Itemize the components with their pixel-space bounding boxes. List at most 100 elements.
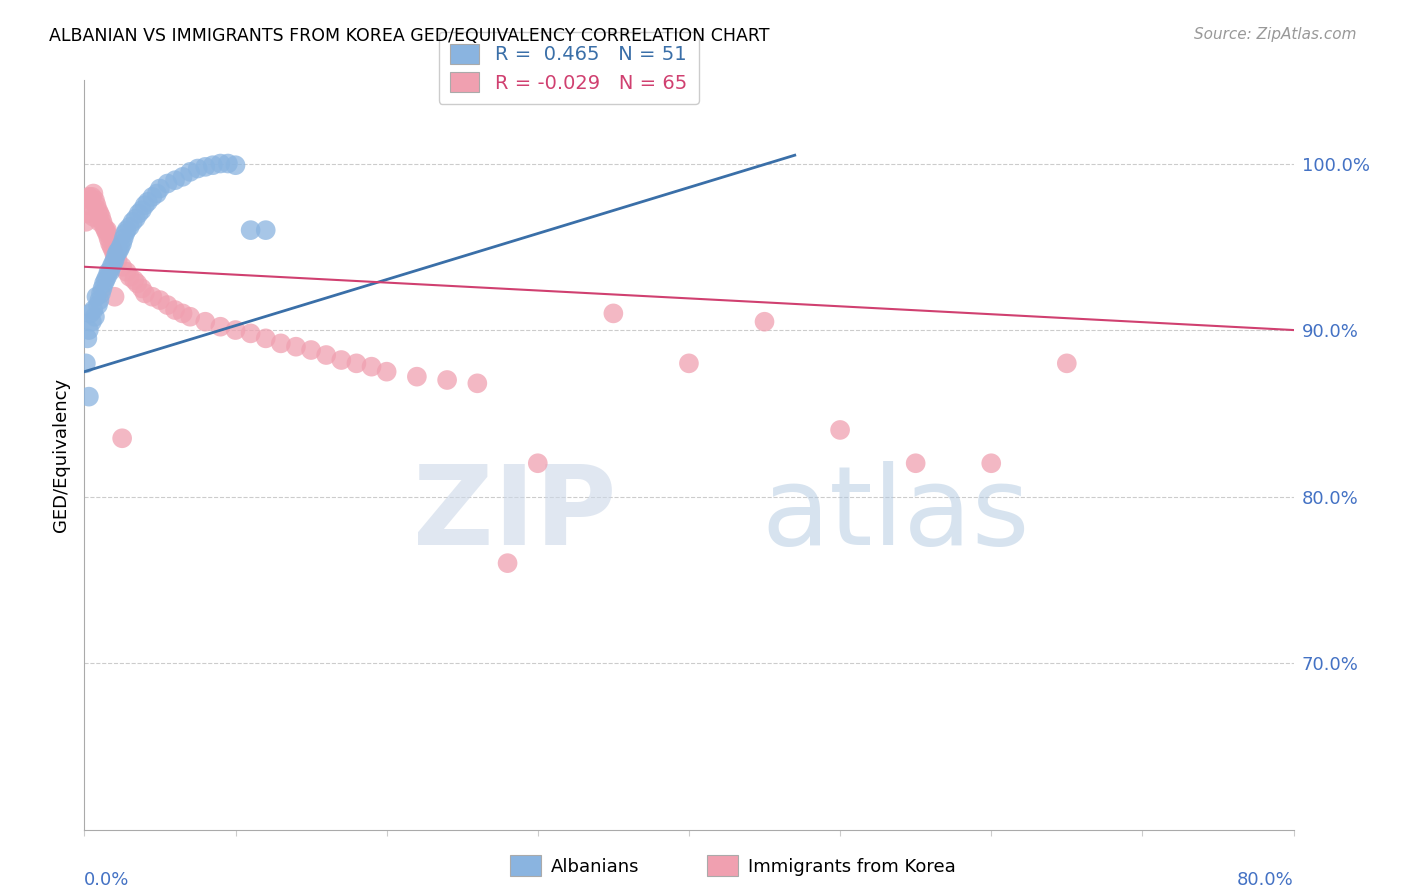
Point xyxy=(82,210,104,224)
Point xyxy=(90,286,112,301)
Point xyxy=(270,336,292,351)
Legend: R =  0.465   N = 51, R = -0.029   N = 65: R = 0.465 N = 51, R = -0.029 N = 65 xyxy=(439,32,699,104)
Point xyxy=(107,244,129,259)
Text: ALBANIAN VS IMMIGRANTS FROM KOREA GED/EQUIVALENCY CORRELATION CHART: ALBANIAN VS IMMIGRANTS FROM KOREA GED/EQ… xyxy=(49,27,769,45)
Point xyxy=(165,173,187,187)
Point xyxy=(94,223,117,237)
Point xyxy=(98,265,121,279)
Point xyxy=(128,206,150,220)
Point xyxy=(131,203,153,218)
Point xyxy=(127,277,149,291)
Point xyxy=(84,193,107,207)
Point xyxy=(980,456,1002,470)
Point xyxy=(112,231,135,245)
Y-axis label: GED/Equivalency: GED/Equivalency xyxy=(52,378,70,532)
Point xyxy=(118,219,141,234)
Point xyxy=(90,210,112,224)
Point xyxy=(346,356,368,370)
Point xyxy=(77,390,100,404)
Point xyxy=(97,231,120,245)
Point xyxy=(98,236,121,251)
Point xyxy=(122,273,145,287)
Point xyxy=(79,306,101,320)
Point xyxy=(79,193,101,207)
Point xyxy=(201,158,224,172)
Point xyxy=(904,456,927,470)
Point xyxy=(84,310,107,324)
Point xyxy=(217,156,239,170)
Point xyxy=(115,223,138,237)
Point xyxy=(104,290,127,304)
Point xyxy=(315,348,337,362)
Text: ZIP: ZIP xyxy=(413,461,616,568)
Point xyxy=(111,431,134,445)
Point xyxy=(136,194,159,209)
Point xyxy=(93,277,115,291)
Point xyxy=(89,206,111,220)
Point xyxy=(209,156,232,170)
Point xyxy=(179,165,201,179)
Point xyxy=(115,265,138,279)
Point xyxy=(1056,356,1078,370)
Point xyxy=(187,161,209,176)
Point xyxy=(89,293,111,307)
Point xyxy=(114,227,136,241)
Text: Source: ZipAtlas.com: Source: ZipAtlas.com xyxy=(1194,27,1357,42)
Point xyxy=(101,256,124,270)
Point xyxy=(149,293,172,307)
Point xyxy=(225,158,247,172)
Point xyxy=(330,353,353,368)
Point xyxy=(141,190,163,204)
Point xyxy=(108,243,131,257)
Point xyxy=(76,206,98,220)
Point xyxy=(96,223,118,237)
Point xyxy=(134,198,156,212)
Point xyxy=(96,269,118,284)
Point xyxy=(406,369,429,384)
Point xyxy=(110,240,132,254)
Point xyxy=(86,198,108,212)
Point xyxy=(77,323,100,337)
Point xyxy=(527,456,550,470)
Text: atlas: atlas xyxy=(762,461,1031,568)
Point xyxy=(179,310,201,324)
Point xyxy=(96,227,118,241)
Point xyxy=(754,315,776,329)
Point xyxy=(100,260,122,274)
Point xyxy=(82,186,104,201)
Point xyxy=(91,215,114,229)
Text: 80.0%: 80.0% xyxy=(1237,871,1294,888)
Point xyxy=(209,319,232,334)
Point xyxy=(360,359,382,374)
Point xyxy=(100,240,122,254)
Point xyxy=(436,373,458,387)
Point xyxy=(101,243,124,257)
Point xyxy=(87,298,110,312)
Point xyxy=(225,323,247,337)
Point xyxy=(104,253,127,268)
Point xyxy=(156,177,179,191)
Point xyxy=(105,248,128,262)
Point xyxy=(602,306,624,320)
Point xyxy=(165,303,187,318)
Point xyxy=(93,219,115,234)
Point xyxy=(131,281,153,295)
Point xyxy=(104,248,127,262)
Point xyxy=(146,186,169,201)
Text: Immigrants from Korea: Immigrants from Korea xyxy=(748,858,956,876)
Point xyxy=(121,215,143,229)
Point xyxy=(91,281,114,295)
Point xyxy=(172,169,194,184)
Point xyxy=(125,211,148,226)
Point xyxy=(496,556,519,570)
Point xyxy=(82,303,104,318)
Point xyxy=(239,326,262,341)
Point xyxy=(86,290,108,304)
Point xyxy=(172,306,194,320)
Point xyxy=(80,315,103,329)
Point xyxy=(94,273,117,287)
Point xyxy=(375,365,398,379)
Point xyxy=(75,215,97,229)
Point xyxy=(77,198,100,212)
Point xyxy=(80,190,103,204)
